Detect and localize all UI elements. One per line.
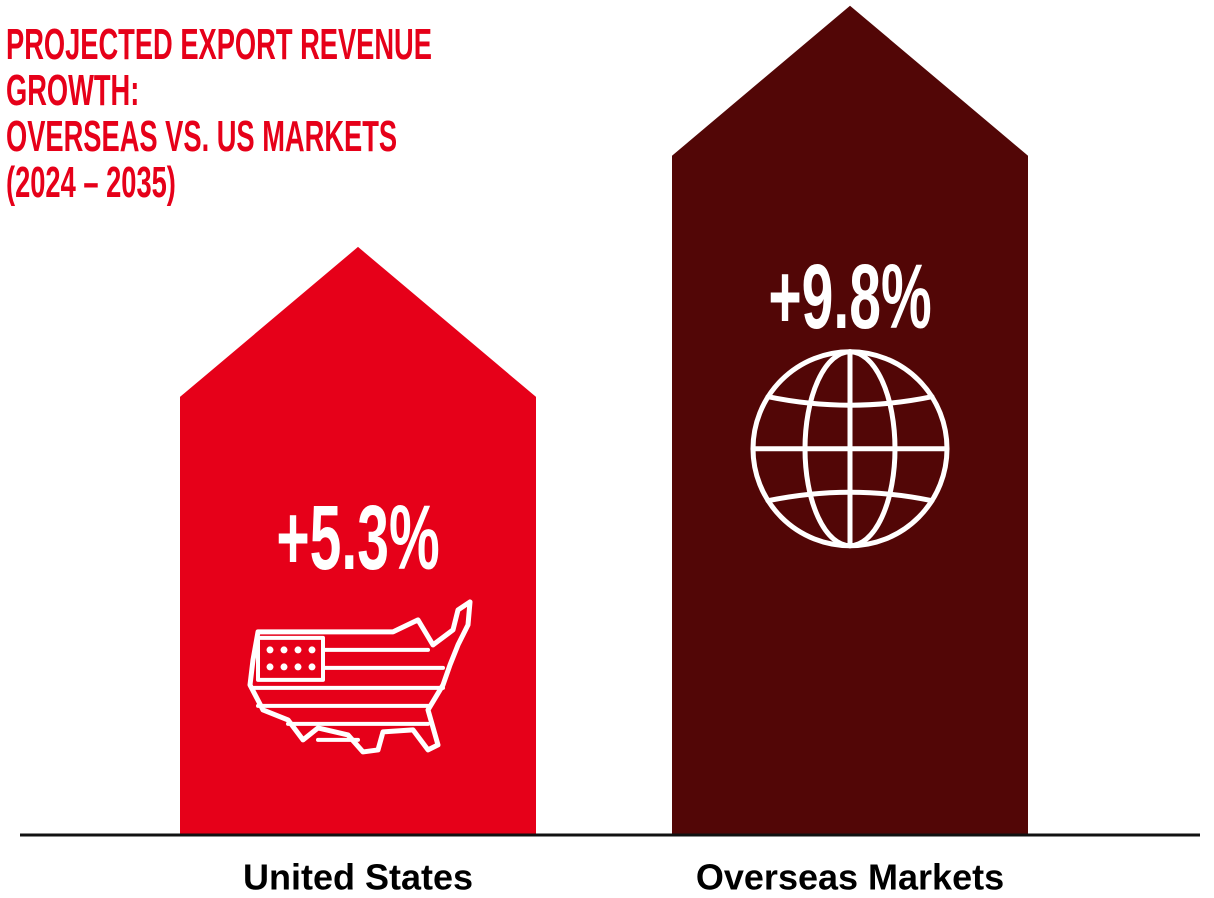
value-label: +9.8% bbox=[768, 246, 931, 348]
value-label-group: +9.8% bbox=[768, 246, 931, 348]
value-label-group: +5.3% bbox=[276, 487, 439, 589]
category-label: Overseas Markets bbox=[696, 857, 1004, 898]
us-map-icon bbox=[247, 599, 473, 755]
globe-icon bbox=[750, 349, 950, 549]
category-label: United States bbox=[243, 857, 473, 898]
chart-title: PROJECTED EXPORT REVENUE GROWTH: OVERSEA… bbox=[6, 20, 432, 207]
value-label: +5.3% bbox=[276, 487, 439, 589]
